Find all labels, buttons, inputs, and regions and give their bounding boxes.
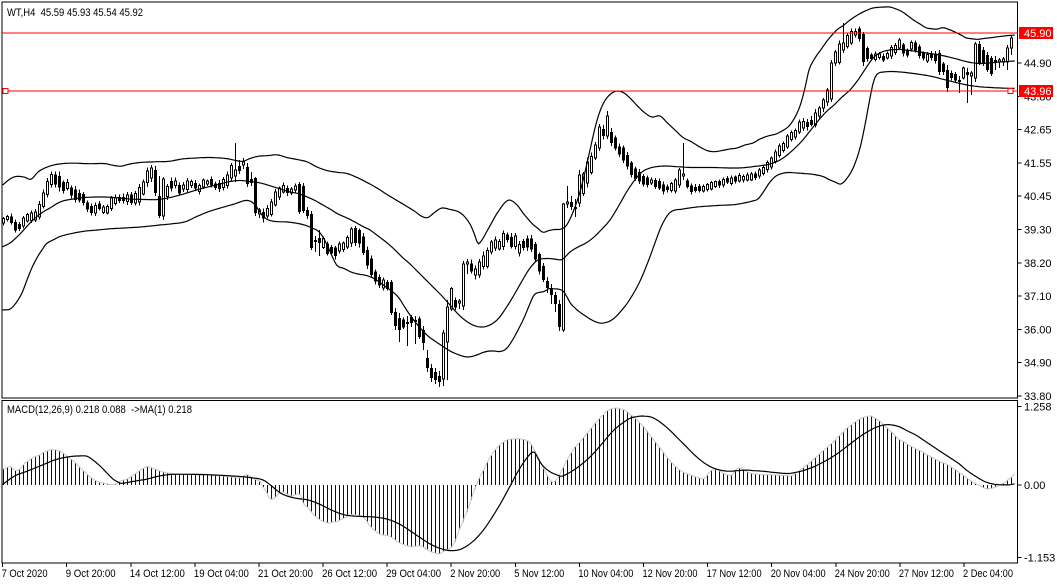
- svg-text:40.45: 40.45: [1024, 191, 1052, 203]
- svg-text:WT,H4 45.59 45.93 45.54 45.92: WT,H4 45.59 45.93 45.54 45.92: [7, 7, 143, 19]
- svg-text:20 Nov 04:00: 20 Nov 04:00: [771, 568, 826, 580]
- svg-text:-1.153: -1.153: [1024, 553, 1055, 565]
- svg-text:19 Oct 04:00: 19 Oct 04:00: [194, 568, 249, 580]
- svg-text:34.90: 34.90: [1024, 358, 1052, 370]
- svg-text:26 Oct 12:00: 26 Oct 12:00: [322, 568, 377, 580]
- svg-text:37.10: 37.10: [1024, 291, 1052, 303]
- svg-text:1.258: 1.258: [1024, 402, 1052, 414]
- svg-text:2 Nov 20:00: 2 Nov 20:00: [450, 568, 500, 580]
- svg-text:14 Oct 12:00: 14 Oct 12:00: [130, 568, 185, 580]
- svg-text:24 Nov 20:00: 24 Nov 20:00: [835, 568, 890, 580]
- svg-text:39.30: 39.30: [1024, 225, 1052, 237]
- svg-text:7 Oct 2020: 7 Oct 2020: [2, 568, 48, 580]
- svg-text:38.20: 38.20: [1024, 258, 1052, 270]
- svg-text:29 Oct 04:00: 29 Oct 04:00: [386, 568, 441, 580]
- svg-text:21 Oct 20:00: 21 Oct 20:00: [258, 568, 313, 580]
- svg-text:5 Nov 12:00: 5 Nov 12:00: [514, 568, 564, 580]
- svg-text:45.90: 45.90: [1024, 28, 1052, 40]
- svg-text:33.80: 33.80: [1024, 391, 1052, 403]
- svg-text:12 Nov 20:00: 12 Nov 20:00: [643, 568, 698, 580]
- svg-text:2 Dec 04:00: 2 Dec 04:00: [963, 568, 1013, 580]
- svg-text:MACD(12,26,9) 0.218 0.088 ->M: MACD(12,26,9) 0.218 0.088 ->MA(1) 0.218: [7, 404, 192, 416]
- svg-text:36.00: 36.00: [1024, 324, 1052, 336]
- svg-text:10 Nov 04:00: 10 Nov 04:00: [578, 568, 633, 580]
- svg-text:0.00: 0.00: [1024, 480, 1045, 492]
- svg-text:43.96: 43.96: [1024, 86, 1052, 98]
- svg-text:41.55: 41.55: [1024, 158, 1052, 170]
- svg-text:9 Oct 20:00: 9 Oct 20:00: [66, 568, 116, 580]
- svg-text:27 Nov 12:00: 27 Nov 12:00: [899, 568, 954, 580]
- svg-text:17 Nov 12:00: 17 Nov 12:00: [707, 568, 762, 580]
- svg-text:42.65: 42.65: [1024, 125, 1052, 137]
- svg-text:44.90: 44.90: [1024, 58, 1052, 70]
